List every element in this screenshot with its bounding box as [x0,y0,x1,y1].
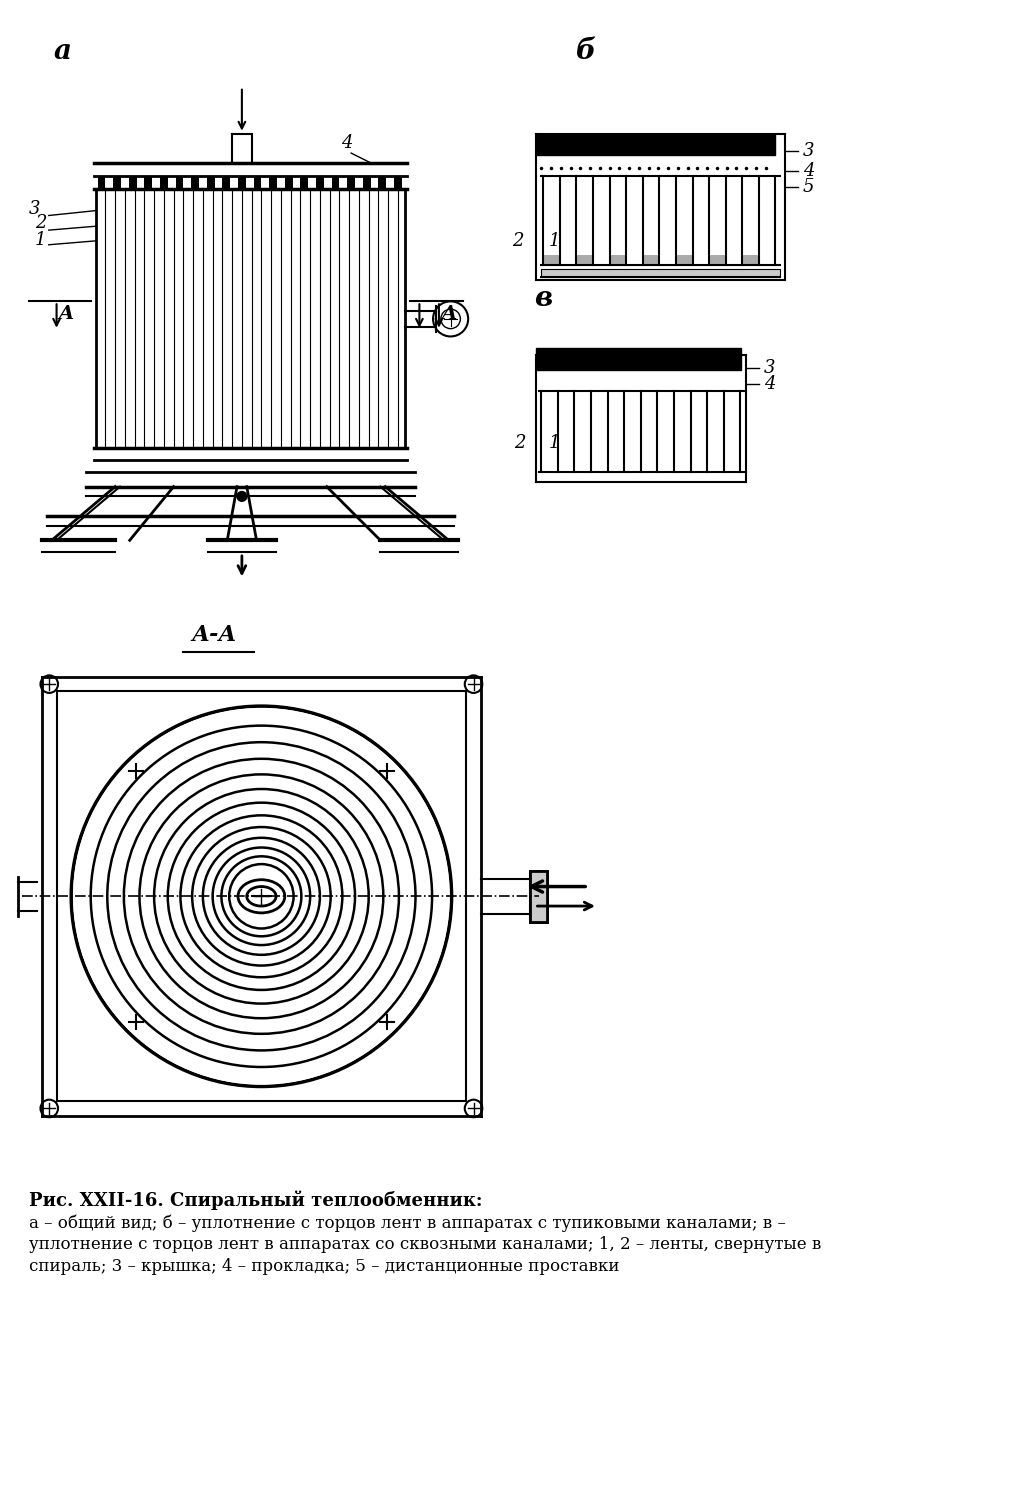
Bar [316,177,324,189]
Bar [191,177,198,189]
Bar [576,255,593,266]
Bar [379,177,387,189]
Bar [269,177,277,189]
Text: в: в [534,285,552,312]
Bar [238,177,246,189]
Text: 1: 1 [35,231,47,249]
Bar [530,871,547,921]
Text: б: б [576,39,595,66]
Bar [743,255,759,266]
Text: спираль; 3 – крышка; 4 – прокладка; 5 – дистанционные проставки: спираль; 3 – крышка; 4 – прокладка; 5 – … [30,1258,620,1275]
Text: 2: 2 [35,214,47,232]
Text: 3: 3 [30,200,41,217]
Bar [254,177,262,189]
Bar [530,871,547,921]
Text: 4: 4 [342,134,353,152]
Bar [114,177,121,189]
Bar [610,255,626,266]
Text: 1: 1 [549,433,561,451]
Bar [541,268,781,278]
Text: 4: 4 [803,162,814,180]
Bar [144,177,152,189]
Bar [301,177,308,189]
Bar [347,177,355,189]
Bar [222,177,230,189]
Text: 5: 5 [803,178,814,196]
Text: 3: 3 [764,358,775,376]
Text: 3: 3 [803,142,814,160]
Bar [207,177,215,189]
Bar [331,177,340,189]
Text: А-А: А-А [192,624,237,646]
Bar [642,255,660,266]
Bar [176,177,183,189]
Text: A: A [442,304,457,322]
Text: 2: 2 [514,433,526,451]
Bar [709,255,725,266]
Bar [97,177,105,189]
Text: Рис. XXII-16. Спиральный теплообменник:: Рис. XXII-16. Спиральный теплообменник: [30,1191,483,1210]
Circle shape [237,492,247,501]
Bar [284,177,293,189]
Bar [394,177,402,189]
Bar [543,255,560,266]
Bar [160,177,168,189]
Text: A: A [58,304,74,322]
Text: 4: 4 [764,375,775,393]
Bar [129,177,136,189]
Circle shape [74,708,450,1084]
Text: 1: 1 [549,232,561,250]
Bar [363,177,370,189]
Bar [676,255,693,266]
Bar [536,348,742,369]
Text: 2: 2 [513,232,524,250]
Text: а: а [53,39,72,66]
Text: а – общий вид; б – уплотнение с торцов лент в аппаратах с тупиковыми каналами; в: а – общий вид; б – уплотнение с торцов л… [30,1215,786,1231]
Bar [536,134,775,154]
Text: уплотнение с торцов лент в аппаратах со сквозными каналами; 1, 2 – ленты, сверну: уплотнение с торцов лент в аппаратах со … [30,1236,821,1254]
